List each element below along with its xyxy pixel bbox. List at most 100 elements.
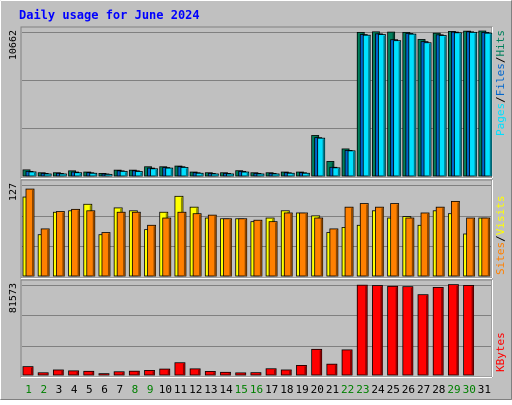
day-label-5: 5	[86, 383, 93, 396]
bar-kbytes-day-27-side	[426, 296, 428, 375]
bar-pages-day-14-side	[232, 175, 234, 176]
bar-sites-day-21	[330, 229, 338, 276]
bar-kbytes-day-26	[403, 287, 413, 375]
bar-pages-day-31-side	[490, 34, 492, 176]
bar-pages-day-13-side	[216, 175, 218, 176]
bar-sites-day-17	[269, 222, 277, 276]
bar-kbytes-day-9	[145, 370, 155, 375]
bar-pages-day-9	[151, 169, 158, 176]
bar-kbytes-day-26-side	[411, 288, 413, 375]
bar-pages-day-10	[166, 168, 173, 176]
bar-sites-day-8	[132, 212, 140, 276]
bar-kbytes-day-10-side	[168, 370, 170, 375]
bar-kbytes-day-24	[372, 286, 382, 375]
bar-sites-day-6	[102, 233, 110, 276]
bar-pages-day-12	[196, 173, 203, 176]
bar-kbytes-day-16	[251, 373, 261, 375]
bar-kbytes-day-6	[99, 374, 109, 375]
bar-sites-day-2-side	[47, 230, 49, 276]
bar-sites-day-19	[299, 213, 307, 276]
bar-sites-day-27-side	[427, 214, 429, 276]
legend-kbytes: KBytes	[494, 332, 507, 372]
bar-pages-day-14	[227, 174, 234, 176]
bar-sites-day-13-side	[214, 216, 216, 276]
bar-sites-day-13	[208, 215, 216, 276]
bar-sites-day-16	[254, 220, 262, 276]
bar-pages-day-21	[333, 168, 340, 176]
bar-kbytes-day-5	[84, 371, 94, 375]
bar-kbytes-day-15-side	[244, 374, 246, 375]
bar-kbytes-day-11	[175, 363, 185, 375]
bar-pages-day-5-side	[95, 174, 97, 176]
bar-pages-day-7-side	[125, 172, 127, 176]
day-label-4: 4	[71, 383, 78, 396]
bar-pages-day-29-side	[459, 34, 461, 176]
ymax-label-hits-files-pages: 10662	[8, 30, 19, 60]
bar-pages-day-25-side	[399, 42, 401, 176]
bar-kbytes-day-2	[38, 373, 48, 375]
bar-pages-day-23-side	[368, 36, 370, 176]
bar-kbytes-day-22	[342, 350, 352, 375]
bar-kbytes-day-4-side	[77, 372, 79, 375]
bar-sites-day-24	[375, 207, 383, 276]
day-label-2: 2	[40, 383, 47, 396]
bar-pages-day-17-side	[277, 175, 279, 176]
day-label-10: 10	[159, 383, 172, 396]
legend-item-visits-sites-1: /	[494, 235, 507, 242]
bar-kbytes-day-20-side	[320, 350, 322, 375]
bar-pages-day-5	[90, 173, 97, 176]
day-label-26: 26	[402, 383, 415, 396]
bar-kbytes-day-14-side	[229, 373, 231, 375]
legend-item-kbytes-0: KBytes	[494, 332, 507, 372]
bar-sites-day-18	[284, 213, 292, 276]
bar-pages-day-30-side	[475, 33, 477, 176]
day-label-24: 24	[371, 383, 385, 396]
bar-sites-day-12	[193, 214, 201, 276]
bar-kbytes-day-30	[464, 285, 474, 375]
bar-kbytes-day-29	[448, 285, 458, 375]
bar-kbytes-day-25-side	[396, 287, 398, 375]
bar-kbytes-day-8	[129, 371, 139, 375]
bar-pages-day-30	[470, 32, 477, 176]
day-label-27: 27	[417, 383, 430, 396]
day-label-22: 22	[341, 383, 354, 396]
bar-sites-day-20-side	[321, 219, 323, 276]
bar-kbytes-day-25	[388, 286, 398, 375]
legend-visits-sites: Sites/Visits	[494, 196, 507, 276]
bar-kbytes-day-16-side	[259, 374, 261, 375]
bar-sites-day-28-side	[442, 208, 444, 276]
day-label-9: 9	[147, 383, 154, 396]
bar-kbytes-day-15	[236, 373, 246, 375]
bar-kbytes-day-21-side	[335, 365, 337, 375]
bar-kbytes-day-17-side	[274, 370, 276, 375]
bar-pages-day-22-side	[353, 152, 355, 176]
legend-item-hits-files-pages-1: /	[494, 96, 507, 103]
bar-pages-day-4-side	[80, 174, 82, 176]
bar-sites-day-31	[482, 218, 490, 276]
bar-sites-day-7	[117, 212, 125, 276]
bar-pages-day-26-side	[414, 35, 416, 176]
bar-sites-day-24-side	[381, 208, 383, 276]
bar-pages-day-1	[29, 172, 36, 176]
bar-kbytes-day-28	[433, 287, 443, 375]
bar-sites-day-1-side	[32, 190, 34, 276]
bar-kbytes-day-28-side	[441, 288, 443, 375]
bar-sites-day-20	[315, 218, 323, 276]
bar-kbytes-day-19-side	[304, 366, 306, 375]
bar-kbytes-day-30-side	[472, 286, 474, 375]
bar-pages-day-16-side	[262, 175, 264, 176]
legend-item-visits-sites-0: Sites	[494, 242, 507, 275]
day-label-8: 8	[132, 383, 139, 396]
bar-pages-day-6	[105, 174, 112, 176]
bar-sites-day-9	[148, 225, 156, 276]
bar-kbytes-day-17	[266, 369, 276, 375]
bar-sites-day-29	[451, 201, 459, 276]
bar-kbytes-day-18-side	[289, 371, 291, 375]
bar-kbytes-day-12-side	[198, 370, 200, 375]
bar-pages-day-11-side	[186, 168, 188, 176]
bar-sites-day-11	[178, 212, 186, 276]
bar-sites-day-2	[41, 229, 49, 276]
